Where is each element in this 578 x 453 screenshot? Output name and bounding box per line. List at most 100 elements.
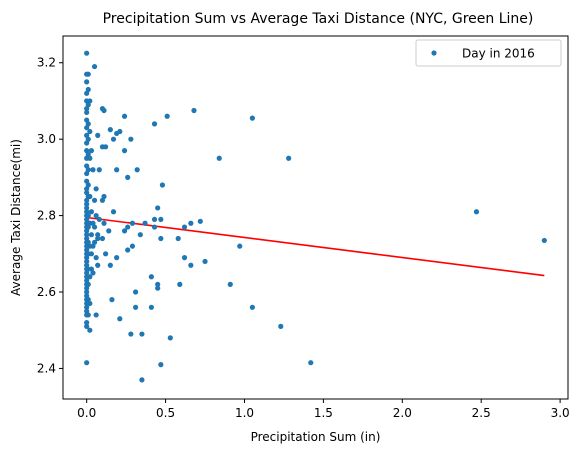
scatter-point [85,167,91,173]
scatter-point [139,331,145,337]
scatter-point [151,121,158,127]
scatter-point [91,239,98,245]
scatter-point [87,128,93,135]
scatter-point [541,237,547,244]
scatter-point [106,228,112,234]
scatter-point [84,79,90,85]
scatter-point [137,232,143,238]
scatter-point [88,148,95,154]
scatter-point [93,212,99,219]
scatter-point [85,136,91,142]
scatter-point [151,216,158,223]
legend-marker [431,50,437,56]
scatter-point [93,312,99,318]
scatter-point [84,319,90,326]
scatter-point [85,182,91,188]
scatter-point [91,63,98,70]
scatter-point [85,71,91,77]
x-axis: 0.0 0.5 1.0 1.5 2.0 2.5 3.0 [77,399,570,420]
scatter-point [164,113,170,119]
scatter-point [278,323,284,329]
scatter-point [84,201,90,207]
scatter-point [158,235,164,242]
scatter-point [84,232,90,238]
scatter-point [101,220,107,226]
scatter-point [84,109,90,116]
scatter-point [148,304,154,310]
x-tick-label: 3.0 [551,406,570,420]
chart-title: Precipitation Sum vs Average Taxi Distan… [103,11,534,27]
scatter-point [87,98,93,104]
scatter-point [128,331,134,337]
scatter-point [125,174,131,180]
scatter-point [121,113,128,119]
scatter-point [151,224,158,230]
scatter-point [181,224,188,230]
scatter-point [155,285,161,291]
x-tick-label: 0.5 [156,406,175,420]
scatter-point [159,182,166,188]
scatter-point [90,270,96,276]
scatter-point [87,193,93,200]
x-tick-label: 1.0 [235,406,254,420]
scatter-point [95,235,101,242]
scatter-points-group [84,50,547,383]
legend-entry-label: Day in 2016 [462,47,535,61]
scatter-point [84,50,90,56]
scatter-point [117,128,123,135]
y-tick-label: 2.8 [37,209,56,223]
scatter-point [107,262,113,268]
scatter-point [110,136,117,142]
scatter-point [84,205,90,211]
scatter-point [188,220,194,226]
legend: Day in 2016 [415,39,562,67]
scatter-point [91,224,98,230]
scatter-point [139,377,145,383]
scatter-point [249,115,255,121]
scatter-point [177,281,183,287]
legend-box [415,39,562,67]
scatter-point [175,235,181,242]
scatter-point [286,155,292,161]
scatter-point [96,216,102,223]
scatter-point [202,258,208,265]
scatter-point [85,212,91,219]
scatter-point [308,360,314,366]
scatter-point [103,144,109,150]
scatter-point [249,304,255,310]
scatter-point [93,186,99,192]
scatter-point [158,362,164,368]
scatter-point [85,281,91,287]
scatter-point [95,132,101,138]
scatter-point [167,335,173,341]
scatter-point [181,255,188,261]
scatter-point [216,155,222,161]
scatter-point [109,297,115,303]
y-tick-label: 3.0 [37,132,56,146]
scatter-point [132,289,139,295]
y-axis-label: Average Taxi Distance(mi) [9,139,23,296]
scatter-point [197,218,203,224]
trend-line-group [86,216,545,277]
scatter-point [99,235,106,242]
y-tick-label: 3.2 [37,56,56,70]
scatter-point [227,281,233,287]
plot-frame [62,35,569,400]
scatter-point [85,86,91,93]
scatter-point [84,304,90,310]
scatter-point [84,360,90,366]
scatter-point [148,274,154,280]
scatter-point [125,247,131,253]
scatter-point [90,167,96,173]
scatter-point [155,281,161,287]
scatter-point [132,304,139,310]
scatter-point [84,258,90,265]
plot-area [63,36,568,399]
scatter-point [121,228,128,234]
x-tick-label: 2.0 [393,406,412,420]
scatter-point [87,300,93,307]
scatter-point [142,220,148,226]
scatter-point [101,107,107,114]
x-axis-label: Precipitation Sum (in) [251,430,381,444]
